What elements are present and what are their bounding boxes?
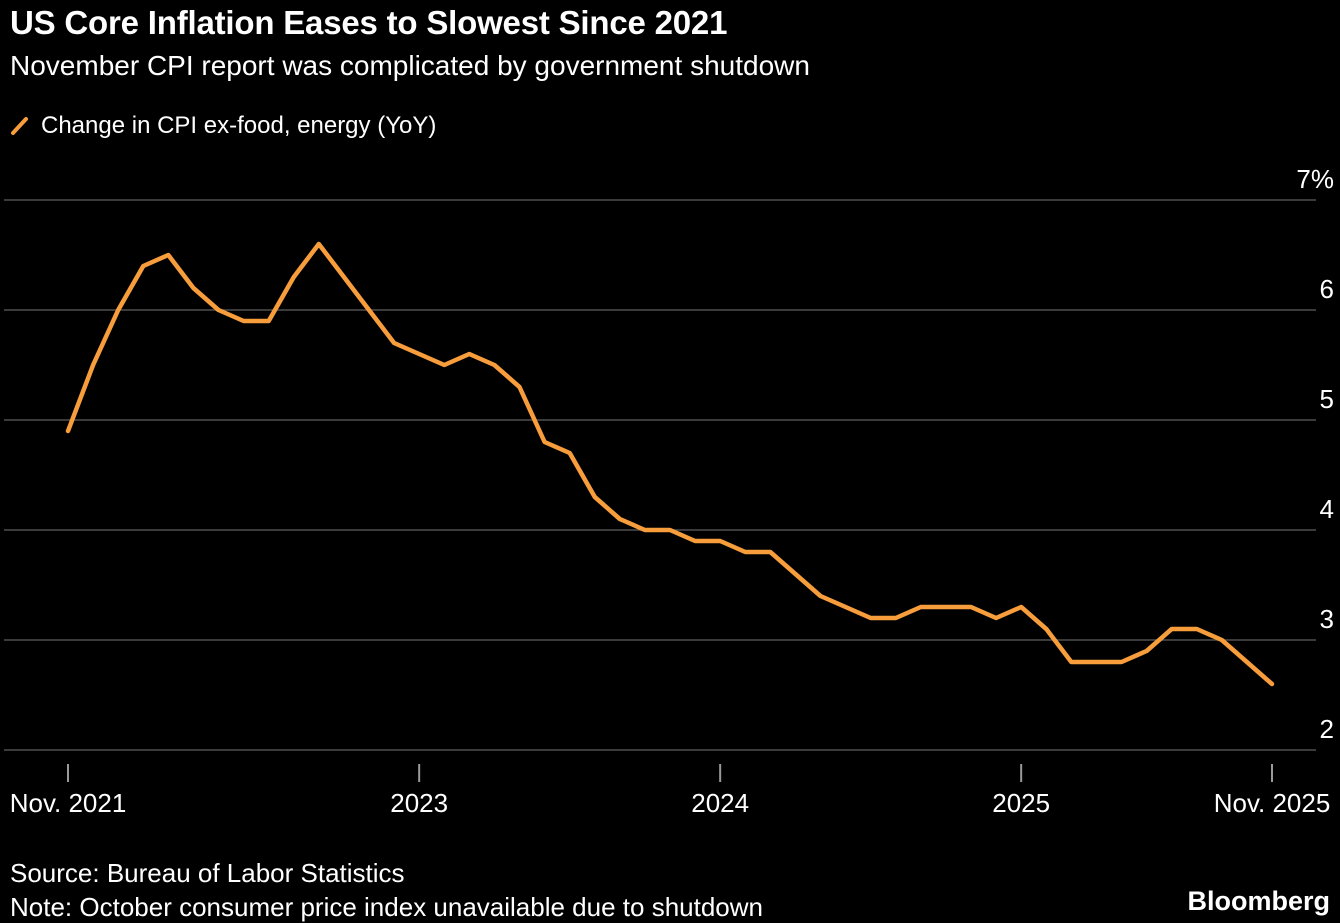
x-axis-label: 2025 [992, 788, 1050, 818]
x-axis-label: Nov. 2021 [10, 788, 127, 818]
line-chart: 7% 6 5 4 3 2 Nov. 2021 2023 2024 2025 Nov. 2025 [0, 150, 1340, 822]
legend-line-swatch-icon [11, 117, 28, 135]
legend: Change in CPI ex-food, energy (YoY) [10, 112, 436, 140]
x-axis-label: 2023 [390, 788, 448, 818]
x-axis-label: 2024 [691, 788, 749, 818]
y-axis-label: 5 [1320, 384, 1334, 414]
note-text: Note: October consumer price index unava… [10, 892, 763, 922]
y-axis-label: 4 [1320, 494, 1334, 524]
chart-title: US Core Inflation Eases to Slowest Since… [10, 4, 728, 41]
bloomberg-logo: Bloomberg [1187, 886, 1330, 916]
cpi-data-line [65, 241, 1275, 687]
y-axis-label: 3 [1320, 604, 1334, 634]
y-axis-label: 2 [1320, 714, 1334, 744]
legend-label: Change in CPI ex-food, energy (YoY) [41, 112, 437, 139]
x-axis-label: Nov. 2025 [1214, 788, 1331, 818]
y-axis-label: 6 [1320, 274, 1334, 304]
core-inflation-line-chart: 7% 6 5 4 3 2 Nov. 2021 2023 2024 2025 Nov. 2025 [4, 164, 1334, 818]
source-text: Source: Bureau of Labor Statistics [10, 858, 405, 888]
chart-subtitle: November CPI report was complicated by g… [10, 50, 810, 81]
y-axis-label: 7% [1296, 164, 1334, 194]
